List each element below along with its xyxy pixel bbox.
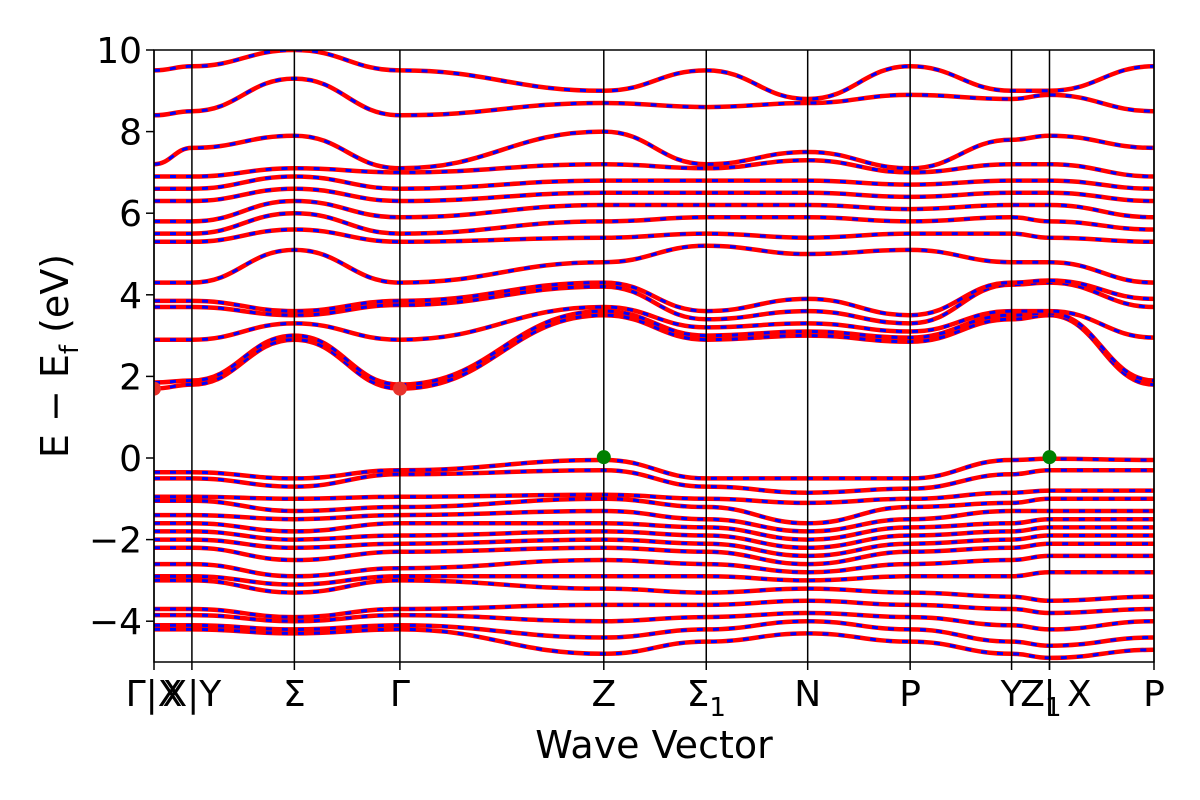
valence-band-13-blue <box>154 599 1154 619</box>
conduction-band-12-red <box>154 157 1154 179</box>
x-tick-label-2: X|Y <box>163 674 223 715</box>
y-tick-label-6: 6 <box>119 194 142 235</box>
x-tick-label-11: | X <box>1043 674 1091 715</box>
x-tick-label-12: P <box>1143 674 1165 715</box>
valence-band-6-blue <box>154 517 1154 542</box>
y-tick-label-5: 4 <box>119 276 142 317</box>
x-axis-title: Wave Vector <box>535 723 773 767</box>
valence-band-15-blue <box>154 619 1154 648</box>
x-tick-label-4: Γ <box>390 674 410 715</box>
vbm-marker-2 <box>1042 450 1057 465</box>
y-axis-ticks: −4 −2 0 2 4 6 8 10 <box>89 31 154 643</box>
conduction-band-15-red <box>154 50 1154 102</box>
conduction-band-1-red <box>154 312 1154 391</box>
valence-band-2-red <box>154 467 1154 495</box>
cbm-marker-1 <box>154 381 161 396</box>
y-tick-label-3: 0 <box>119 439 142 480</box>
valence-band-9-blue <box>154 542 1154 566</box>
x-axis-ticks: Γ|XX|Y Σ Γ Z Σ1 N P YZ1| X P <box>126 662 1165 723</box>
y-axis-title-main: E − E <box>33 354 77 458</box>
conduction-band-7-red <box>154 227 1154 245</box>
valence-band-11-blue <box>154 570 1154 587</box>
conduction-band-1-blue <box>154 313 1154 391</box>
valence-band-7-blue <box>154 525 1154 550</box>
vbm-marker-1 <box>596 450 611 465</box>
extrema-markers <box>154 381 1057 465</box>
bands-layer <box>154 50 1154 661</box>
valence-band-1-blue <box>154 457 1154 480</box>
valence-band-3-blue <box>154 489 1154 505</box>
x-tick-label-10: Z1 <box>1020 674 1061 723</box>
valence-band-4-blue <box>154 497 1154 525</box>
y-axis-title-subscript: f <box>55 344 85 354</box>
valence-band-2-blue <box>154 468 1154 495</box>
y-axis-title: E − Ef (eV) <box>33 254 85 458</box>
conduction-band-6-red <box>154 243 1154 285</box>
valence-band-14-blue <box>154 611 1154 631</box>
conduction-band-2-blue <box>154 309 1154 387</box>
conduction-band-5-blue <box>154 278 1154 317</box>
y-tick-label-2: −2 <box>89 521 142 562</box>
conduction-band-12-blue <box>154 158 1154 178</box>
conduction-band-6-blue <box>154 244 1154 285</box>
x-tick-label-9: Y <box>1000 674 1024 715</box>
conduction-band-14-blue <box>154 77 1154 117</box>
conduction-band-11-blue <box>154 174 1154 191</box>
conduction-band-9-blue <box>154 199 1154 223</box>
y-axis-title-unit: (eV) <box>33 254 77 345</box>
valence-band-16-blue <box>154 627 1154 660</box>
conduction-band-14-red <box>154 76 1154 118</box>
x-tick-label-7: N <box>794 674 821 715</box>
x-tick-label-6: Σ1 <box>687 674 726 723</box>
x-tick-label-8: P <box>899 674 921 715</box>
valence-band-12-blue <box>154 578 1154 603</box>
y-tick-label-7: 8 <box>119 113 142 154</box>
conduction-band-3-red <box>154 304 1154 342</box>
y-tick-label-1: −4 <box>89 602 142 643</box>
x-tick-label-5: Z <box>591 674 616 715</box>
valence-band-5-blue <box>154 509 1154 533</box>
conduction-band-8-blue <box>154 211 1154 236</box>
valence-band-8-blue <box>154 533 1154 558</box>
valence-band-10-blue <box>154 554 1154 578</box>
plot-frame <box>153 49 1155 663</box>
x-tick-label-3: Σ <box>283 674 306 715</box>
y-tick-label-4: 2 <box>119 357 142 398</box>
conduction-band-7-blue <box>154 227 1154 244</box>
y-tick-label-8: 10 <box>96 31 142 72</box>
x-tick-label-1: Γ|X <box>126 674 183 715</box>
conduction-band-10-blue <box>154 187 1154 203</box>
cbm-marker-2 <box>392 381 407 396</box>
